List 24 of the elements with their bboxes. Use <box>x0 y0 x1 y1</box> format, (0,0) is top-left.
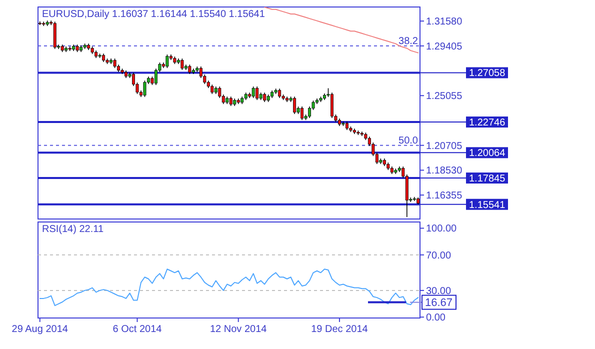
annotation: 38.2 <box>398 36 418 47</box>
chart-title: RSI(14) 22.11 <box>42 224 104 235</box>
ref-line-label: 1.22746 <box>469 118 506 129</box>
ref-line-label: 1.15541 <box>469 200 506 211</box>
y-tick-label: 70.00 <box>426 250 452 262</box>
x-tick-label: 19 Dec 2014 <box>311 324 368 335</box>
y-tick-label: 1.18530 <box>426 166 463 177</box>
chart-title: EURUSD,Daily 1.16037 1.16144 1.15540 1.15641 <box>42 9 266 20</box>
y-tick-label: 1.31580 <box>426 16 463 28</box>
ref-line-label: 1.27058 <box>469 68 506 80</box>
x-tick-label: 29 Aug 2014 <box>12 324 68 335</box>
y-tick-label: 1.29405 <box>426 41 463 52</box>
x-tick-label: 6 Oct 2014 <box>112 324 162 335</box>
annotation: 50.0 <box>398 135 418 146</box>
annotation: 16.67 <box>425 297 453 310</box>
y-tick-label: 1.16355 <box>426 190 463 202</box>
y-tick-label: 30.00 <box>426 286 452 297</box>
y-tick-label: 1.20705 <box>426 140 463 152</box>
ref-line-label: 1.20064 <box>469 148 506 160</box>
ref-line-label: 1.17845 <box>469 174 506 185</box>
y-tick-label: 0.00 <box>426 312 446 324</box>
x-tick-label: 12 Nov 2014 <box>210 324 268 335</box>
y-tick-label: 100.00 <box>426 224 458 235</box>
y-tick-label: 1.25055 <box>426 91 463 102</box>
